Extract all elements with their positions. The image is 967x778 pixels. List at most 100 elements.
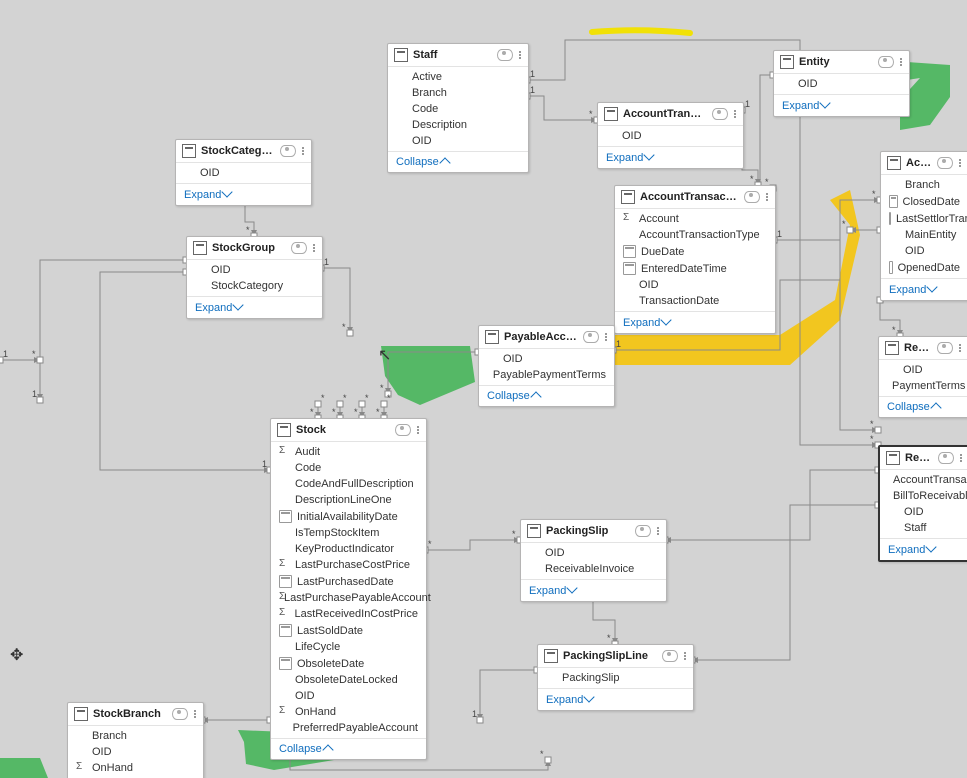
field[interactable]: ObsoleteDateLocked [271,672,426,688]
table-acctran[interactable]: AccountTransactionAccountAccountTransact… [614,185,776,334]
expand-link[interactable]: Expand [184,189,231,201]
field[interactable]: PaymentTerms [879,378,967,394]
more-icon[interactable] [899,58,903,66]
field[interactable]: Code [271,460,426,476]
field[interactable]: OID [879,362,967,378]
collapse-link[interactable]: Collapse [487,390,540,402]
table-stockcat[interactable]: StockCategoryOIDExpand [175,139,312,206]
table-payacct[interactable]: PayableAccountOIDPayablePaymentTermsColl… [478,325,615,407]
field[interactable]: Account [615,211,775,227]
field[interactable]: OID [521,545,666,561]
visibility-icon[interactable] [712,108,728,120]
field[interactable]: AccountTransactionType [615,227,775,243]
visibility-icon[interactable] [938,452,954,464]
expand-link[interactable]: Expand [888,544,935,556]
visibility-icon[interactable] [937,342,953,354]
field[interactable]: CodeAndFullDescription [271,476,426,492]
visibility-icon[interactable] [497,49,513,61]
visibility-icon[interactable] [635,525,651,537]
visibility-icon[interactable] [291,242,307,254]
more-icon[interactable] [959,454,963,462]
expand-link[interactable]: Expand [606,152,653,164]
more-icon[interactable] [416,426,420,434]
visibility-icon[interactable] [878,56,894,68]
field[interactable]: IsTempStockItem [271,525,426,541]
field[interactable]: DescriptionLineOne [271,492,426,508]
more-icon[interactable] [733,110,737,118]
field[interactable]: LastPurchasePayableAccount [271,590,426,606]
expand-link[interactable]: Expand [889,284,936,296]
field[interactable]: Audit [271,444,426,460]
field[interactable]: LastSettlorTransactionDate [881,210,967,227]
field[interactable]: PackingSlip [538,670,693,686]
table-att[interactable]: AccountTransactionT…OIDExpand [597,102,744,169]
field[interactable]: MainEntity [881,227,967,243]
field[interactable]: StockCategory [187,278,322,294]
field[interactable]: OID [880,504,967,520]
expand-link[interactable]: Expand [195,302,242,314]
collapse-link[interactable]: Collapse [887,401,940,413]
more-icon[interactable] [301,147,305,155]
field[interactable]: OnHand [271,704,426,720]
field[interactable]: LastPurchasedDate [271,573,426,590]
table-packline[interactable]: PackingSlipLinePackingSlipExpand [537,644,694,711]
field[interactable]: AccountTransaction [880,472,967,488]
field[interactable]: LastReceivedInCostPrice [271,606,426,622]
expand-link[interactable]: Expand [529,585,576,597]
table-recvinv[interactable]: ReceivableInvoi…AccountTransactionBillTo… [878,445,967,562]
field[interactable]: PayablePaymentTerms [479,367,614,383]
field[interactable]: OID [68,744,203,760]
field[interactable]: InitialAvailabilityDate [271,508,426,525]
collapse-link[interactable]: Collapse [396,156,449,168]
field[interactable]: LifeCycle [271,639,426,655]
field[interactable]: ObsoleteDate [271,655,426,672]
field[interactable]: OID [615,277,775,293]
field[interactable]: Code [388,101,528,117]
field[interactable]: Staff [880,520,967,536]
table-account[interactable]: AccountBranchClosedDateLastSettlorTransa… [880,151,967,301]
field[interactable]: ClosedDate [881,193,967,210]
more-icon[interactable] [656,527,660,535]
field[interactable]: OnHand [68,760,203,776]
field[interactable]: OID [479,351,614,367]
field[interactable]: OID [271,688,426,704]
more-icon[interactable] [765,193,769,201]
field[interactable]: LastPurchaseCostPrice [271,557,426,573]
field[interactable]: OID [881,243,967,259]
field[interactable]: TransactionDate [615,293,775,309]
field[interactable]: Branch [881,177,967,193]
expand-link[interactable]: Expand [623,317,670,329]
field[interactable]: EnteredDateTime [615,260,775,277]
visibility-icon[interactable] [172,708,188,720]
field[interactable]: Active [388,69,528,85]
more-icon[interactable] [518,51,522,59]
table-stockbr[interactable]: StockBranchBranchOIDOnHandStock [67,702,204,778]
visibility-icon[interactable] [744,191,760,203]
field[interactable]: DueDate [615,243,775,260]
more-icon[interactable] [193,710,197,718]
more-icon[interactable] [958,159,962,167]
more-icon[interactable] [312,244,316,252]
visibility-icon[interactable] [395,424,411,436]
visibility-icon[interactable] [662,650,678,662]
field[interactable]: PreferredPayableAccount [271,720,426,736]
visibility-icon[interactable] [583,331,599,343]
visibility-icon[interactable] [280,145,296,157]
field[interactable]: KeyProductIndicator [271,541,426,557]
field[interactable]: OpenedDate [881,259,967,276]
field[interactable]: OID [774,76,909,92]
expand-link[interactable]: Expand [546,694,593,706]
table-recvacct[interactable]: ReceivableAccou…OIDPaymentTermsCollapse [878,336,967,418]
field[interactable]: BillToReceivableAcc [880,488,967,504]
field[interactable]: OID [176,165,311,181]
more-icon[interactable] [958,344,962,352]
field[interactable]: Description [388,117,528,133]
field[interactable]: OID [187,262,322,278]
field[interactable]: Branch [388,85,528,101]
more-icon[interactable] [604,333,608,341]
field[interactable]: OID [598,128,743,144]
table-stock[interactable]: StockAuditCodeCodeAndFullDescriptionDesc… [270,418,427,760]
visibility-icon[interactable] [937,157,953,169]
field[interactable]: LastSoldDate [271,622,426,639]
table-staff[interactable]: StaffActiveBranchCodeDescriptionOIDColla… [387,43,529,173]
